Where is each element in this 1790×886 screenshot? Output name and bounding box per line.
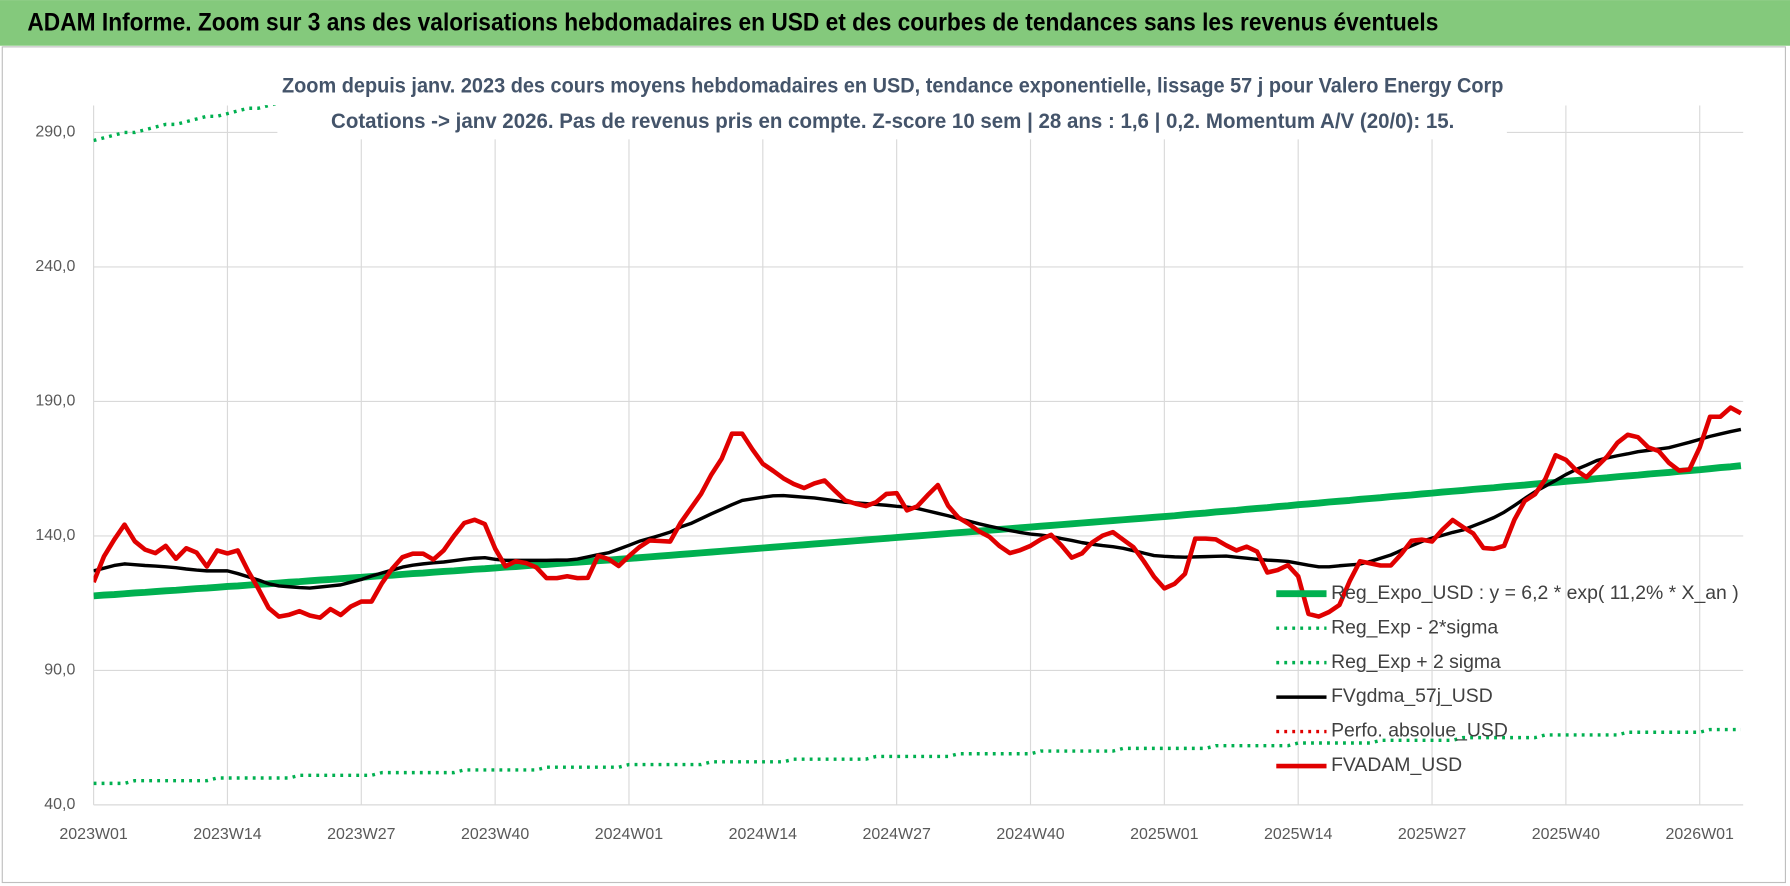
x-tick-label: 2024W27 <box>862 826 930 843</box>
chart-frame <box>1 46 1787 884</box>
x-tick-label: 2024W01 <box>595 826 663 843</box>
y-tick-label: 290,0 <box>35 124 75 141</box>
x-tick-label: 2024W14 <box>729 826 797 843</box>
x-tick-label: 2025W27 <box>1398 826 1466 843</box>
x-tick-label: 2025W01 <box>1130 826 1198 843</box>
chart-title: Zoom depuis janv. 2023 des cours moyens … <box>282 73 1503 98</box>
legend-label: Reg_Expo_USD : y = 6,2 * exp( 11,2% * X_… <box>1331 582 1739 604</box>
y-tick-label: 190,0 <box>35 393 75 410</box>
series-line <box>93 405 1743 620</box>
y-tick-label: 40,0 <box>44 796 75 813</box>
y-tick-label: 90,0 <box>44 662 75 679</box>
y-tick-label: 140,0 <box>35 527 75 544</box>
header-title: ADAM Informe. Zoom sur 3 ans des valoris… <box>27 9 1438 37</box>
x-tick-label: 2024W40 <box>996 826 1064 843</box>
x-tick-label: 2023W14 <box>193 826 261 843</box>
x-tick-label: 2025W40 <box>1532 826 1600 843</box>
x-tick-label: 2023W27 <box>327 826 395 843</box>
x-tick-label: 2026W01 <box>1666 826 1734 843</box>
legend-label: FVgdma_57j_USD <box>1331 685 1493 707</box>
x-tick-label: 2025W14 <box>1264 826 1332 843</box>
legend-label: FVADAM_USD <box>1331 754 1462 776</box>
chart-subtitle: Cotations -> janv 2026. Pas de revenus p… <box>331 108 1454 133</box>
legend-label: Reg_Exp - 2*sigma <box>1331 616 1498 638</box>
y-tick-label: 240,0 <box>35 258 75 275</box>
header-bar <box>0 0 1790 46</box>
legend-label: Reg_Exp + 2 sigma <box>1331 651 1501 673</box>
x-tick-label: 2023W40 <box>461 826 529 843</box>
x-tick-label: 2023W01 <box>59 826 127 843</box>
title-box <box>277 68 1507 140</box>
legend-label: Perfo. absolue_USD <box>1331 720 1508 742</box>
